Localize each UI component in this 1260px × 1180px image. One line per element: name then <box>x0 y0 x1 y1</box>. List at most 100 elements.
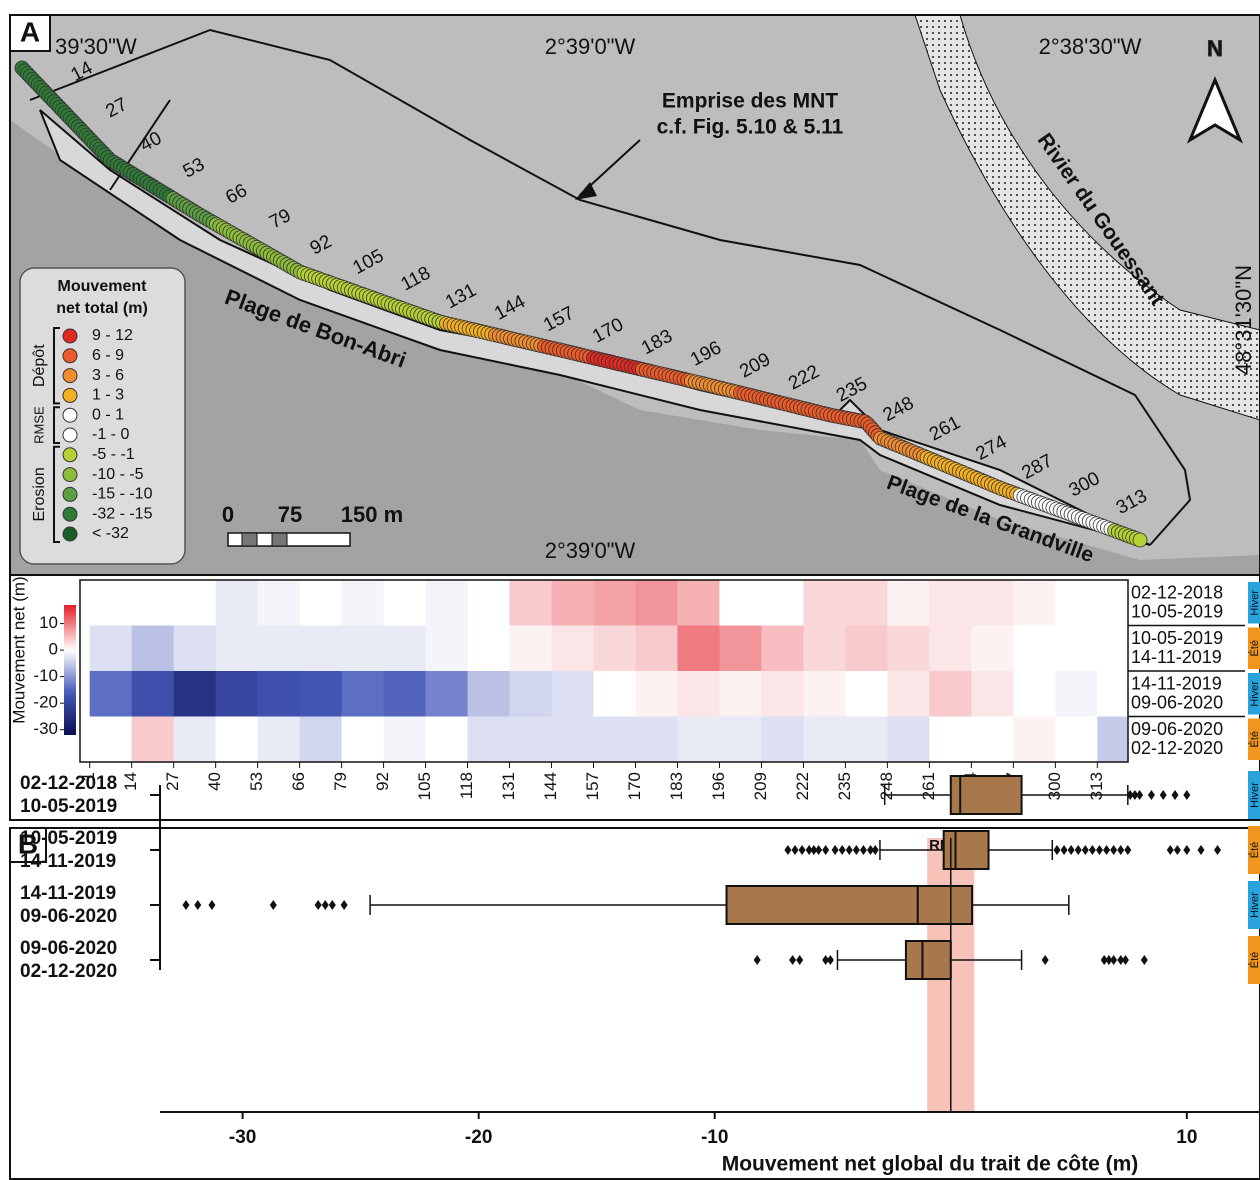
panel-label: B <box>18 828 38 859</box>
flier <box>845 845 853 855</box>
x-tick-label: 222 <box>793 772 812 800</box>
heatmap-cell <box>593 671 636 717</box>
heatmap-cell <box>89 716 133 762</box>
heatmap-cell <box>929 580 972 626</box>
heatmap-cell <box>215 625 259 671</box>
row-label: 14-11-2019 <box>1131 673 1222 693</box>
heatmap-cell <box>467 580 511 626</box>
flier <box>1171 790 1179 800</box>
legend-label: -15 - -10 <box>92 486 153 503</box>
dem-extent-label: c.f. Fig. 5.10 & 5.11 <box>657 116 844 139</box>
season-label: Été <box>1248 731 1260 748</box>
season-tag <box>1248 771 1260 819</box>
heatmap-cell <box>257 716 301 762</box>
flier <box>1214 845 1222 855</box>
y-tick-label: 14-11-2019 <box>20 851 116 872</box>
season-label: Été <box>1248 952 1260 969</box>
heatmap-cell <box>803 671 846 717</box>
heatmap-cell <box>1097 671 1128 717</box>
y-tick-label: 14-11-2019 <box>20 883 116 904</box>
legend-bracket <box>53 327 60 405</box>
flier <box>1136 790 1144 800</box>
heatmap-cell <box>341 716 385 762</box>
flier <box>871 845 879 855</box>
heatmap-cell <box>971 580 1014 626</box>
heatmap-cell <box>425 671 469 717</box>
x-tick-label: 27 <box>163 772 182 791</box>
flier <box>838 845 846 855</box>
x-tick-label: -20 <box>465 1127 492 1148</box>
heatmap-cell <box>299 580 343 626</box>
flier <box>789 955 797 965</box>
legend-swatch <box>62 526 78 542</box>
heatmap-cell <box>845 625 888 671</box>
heatmap-cell <box>551 625 595 671</box>
legend-swatch <box>62 467 78 483</box>
x-tick-label: 248 <box>877 772 896 800</box>
legend-label: -32 - -15 <box>92 505 153 522</box>
flier <box>1166 845 1174 855</box>
heatmap-cell <box>1097 580 1128 626</box>
x-tick-label: 66 <box>289 772 308 791</box>
x-tick-label: 261 <box>919 772 938 800</box>
x-tick-label: 209 <box>751 772 770 800</box>
heatmap-cell <box>215 716 259 762</box>
flier <box>1088 845 1096 855</box>
legend-label: 6 - 9 <box>92 347 124 364</box>
flier <box>1131 790 1139 800</box>
panel-label: A <box>20 16 40 47</box>
heatmap-cell <box>845 716 888 762</box>
season-label: Hiver <box>1249 782 1260 808</box>
y-axis-label: Mouvement net (m) <box>9 576 28 723</box>
heatmap-cell <box>509 625 553 671</box>
heatmap-cell <box>719 580 762 626</box>
scale-label: 0 <box>222 502 234 527</box>
heatmap-cell <box>467 716 511 762</box>
y-tick-label: 02-12-2020 <box>20 961 117 982</box>
flier <box>1110 955 1118 965</box>
heatmap-cell <box>761 625 804 671</box>
legend-swatch <box>62 387 78 403</box>
legend-swatch <box>62 486 78 502</box>
x-tick-label: 196 <box>709 772 728 800</box>
heatmap-cell <box>593 625 636 671</box>
flier <box>867 845 875 855</box>
x-tick-label: 313 <box>1087 772 1106 800</box>
row-label: 02-12-2020 <box>1131 738 1223 758</box>
dem-extent-label: Emprise des MNT <box>662 90 838 113</box>
x-tick-label: 300 <box>1045 772 1064 800</box>
heatmap-cell <box>1097 625 1128 671</box>
colorbar-tick-label: 0 <box>49 640 58 659</box>
heatmap-cell <box>467 625 511 671</box>
heatmap-cell <box>635 580 678 626</box>
flier <box>340 900 348 910</box>
heatmap-cell <box>425 625 469 671</box>
heatmap-cell <box>971 671 1014 717</box>
heatmap-cell <box>425 716 469 762</box>
flier <box>1140 955 1148 965</box>
flier <box>1053 845 1061 855</box>
x-tick-label: 157 <box>583 772 602 800</box>
season-label: Été <box>1248 842 1260 859</box>
heatmap-cell <box>551 716 595 762</box>
legend-label: 0 - 1 <box>92 406 124 423</box>
season-label: Hiver <box>1249 892 1260 918</box>
legend-swatch <box>62 368 78 384</box>
heatmap-cell <box>341 671 385 717</box>
flier <box>1183 845 1191 855</box>
panel-b-frame <box>9 827 1260 1180</box>
heatmap-cell <box>467 671 511 717</box>
flier <box>822 955 830 965</box>
heatmap-cell <box>887 716 930 762</box>
heatmap-cell <box>1097 716 1128 762</box>
x-tick-label: 1 <box>79 772 98 781</box>
flier <box>321 900 329 910</box>
heatmap-cell <box>677 716 720 762</box>
heatmap-cell <box>1055 580 1098 626</box>
season-tag <box>1248 936 1260 984</box>
x-tick-label: 40 <box>205 772 224 791</box>
heatmap-cell <box>719 671 762 717</box>
row-label: 14-11-2019 <box>1131 647 1222 667</box>
y-tick-label: 09-06-2020 <box>20 906 117 927</box>
row-label: 09-06-2020 <box>1131 719 1223 739</box>
